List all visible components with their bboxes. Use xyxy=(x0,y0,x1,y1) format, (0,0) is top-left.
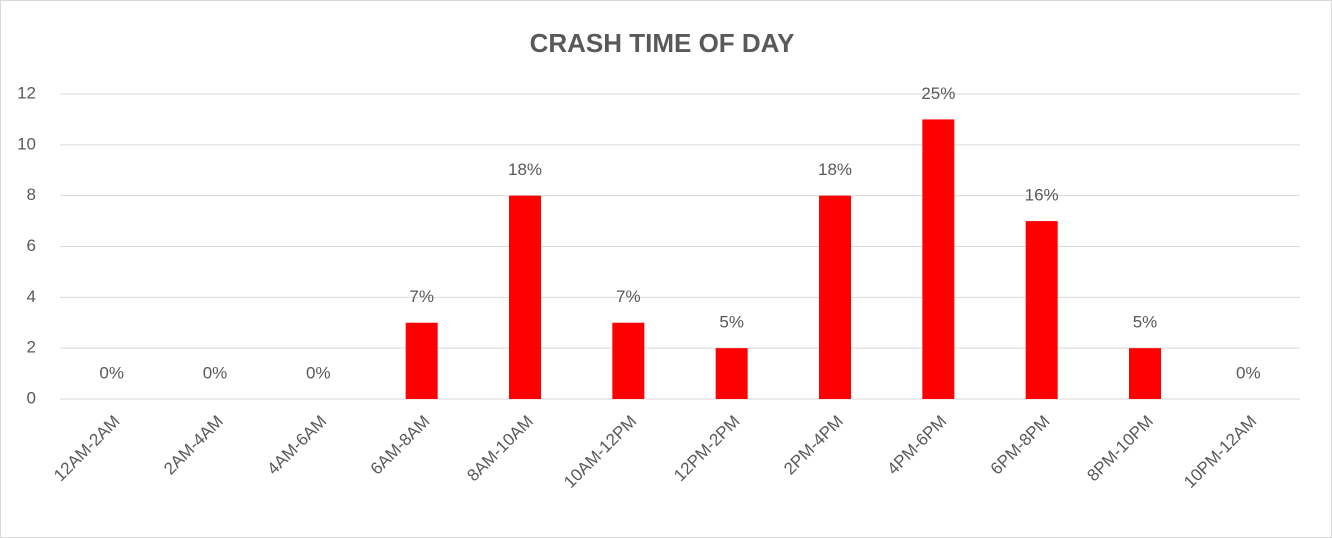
bar xyxy=(819,195,851,399)
bar xyxy=(612,322,645,399)
bar xyxy=(715,348,748,399)
data-label: 5% xyxy=(719,313,744,332)
data-label: 0% xyxy=(203,363,228,382)
data-label: 0% xyxy=(99,363,124,382)
bar xyxy=(1129,348,1161,399)
bar xyxy=(922,119,955,400)
data-label: 18% xyxy=(818,160,852,179)
y-tick-label: 0 xyxy=(27,388,36,407)
chart-title: CRASH TIME OF DAY xyxy=(530,28,795,58)
bar xyxy=(405,322,438,399)
data-label: 5% xyxy=(1133,313,1158,332)
y-tick-label: 10 xyxy=(17,134,36,153)
y-tick-label: 8 xyxy=(27,185,36,204)
y-tick-label: 6 xyxy=(27,236,36,255)
data-label: 7% xyxy=(409,287,434,306)
bar xyxy=(1025,221,1058,399)
data-label: 0% xyxy=(1236,363,1261,382)
data-label: 7% xyxy=(616,287,641,306)
data-label: 25% xyxy=(921,84,955,103)
data-label: 0% xyxy=(306,363,331,382)
data-label: 18% xyxy=(508,160,542,179)
y-tick-label: 12 xyxy=(17,83,36,102)
y-tick-label: 4 xyxy=(27,287,36,306)
data-label: 16% xyxy=(1025,186,1059,205)
y-tick-label: 2 xyxy=(27,338,36,357)
bar xyxy=(509,195,541,399)
